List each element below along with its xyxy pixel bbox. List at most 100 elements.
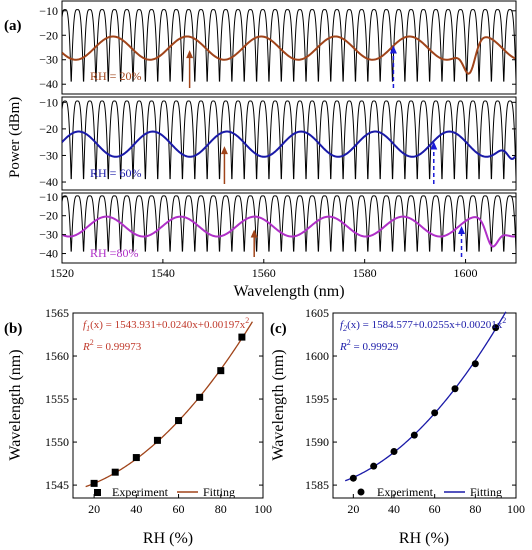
b-y-tick-label: 1555 — [45, 392, 69, 406]
x-tick-label: 1540 — [151, 266, 175, 280]
b-fit-equation: f1(x) = 1543.931+0.0240x+0.00197x2 — [83, 316, 249, 333]
panel-c: 20 40 60 80 100 1585 1590 1595 1600 1605 (c) Wave… — [270, 306, 525, 547]
b-legend: Experiment Fitting — [94, 485, 235, 499]
x-tick-label: 1600 — [454, 266, 478, 280]
solid-arrow-head-rh-1 — [186, 50, 194, 59]
y-tick-label: −10 — [39, 4, 58, 18]
c-y-axis-label: Wavelength (nm) — [270, 349, 287, 460]
b-experiment-point — [196, 393, 204, 401]
panel-a: RH = 20% −10 −20 −30 −40 RH = 60% −10 −20 −30 −40… — [4, 0, 517, 300]
dashed-arrow-head-rh-3 — [458, 226, 466, 234]
dashed-arrow-head-rh-1 — [389, 45, 397, 54]
b-x-tick-label: 20 — [88, 502, 100, 516]
dashed-arrow-head-rh-2 — [430, 141, 438, 150]
subplot-rh-2: RH = 60% −10 −20 −30 −40 — [39, 95, 516, 189]
x-tick-label: 1580 — [353, 266, 377, 280]
c-y-tick-label: 1585 — [305, 478, 329, 492]
a-y-axis-label: Power (dBm) — [7, 97, 23, 178]
b-experiment-point — [217, 367, 225, 375]
x-tick-label: 1520 — [50, 266, 74, 280]
b-y-tick-label: 1560 — [45, 349, 69, 363]
y-tick-label: −40 — [39, 247, 58, 261]
b-y-tick-label: 1565 — [45, 306, 69, 320]
b-x-axis-label: RH (%) — [143, 530, 193, 547]
b-experiment-point — [90, 479, 98, 487]
transmission-spectrum-rh-1 — [62, 9, 516, 82]
c-x-tick-label: 60 — [429, 502, 441, 516]
c-experiment-point — [451, 385, 459, 393]
y-tick-label: −40 — [39, 175, 58, 189]
b-y-tick-label: 1550 — [45, 435, 69, 449]
subplot-frame-rh60 — [61, 96, 517, 191]
b-x-tick-label: 80 — [215, 502, 227, 516]
solid-arrow-head-rh-3 — [250, 229, 258, 238]
b-plot-frame — [72, 312, 264, 499]
c-experiment-point — [492, 324, 500, 332]
envelope-curve-rh-3 — [62, 215, 516, 248]
c-legend-experiment: Experiment — [377, 485, 434, 499]
rh-label-3: RH =80% — [90, 246, 138, 260]
c-y-tick-label: 1595 — [305, 392, 329, 406]
b-y-axis-label: Wavelength (nm) — [7, 349, 24, 460]
subplot-rh-3: RH =80% −10 −20 −30 −40 — [39, 190, 516, 261]
x-tick-label: 1560 — [252, 266, 276, 280]
b-legend-fitting: Fitting — [203, 485, 235, 499]
b-experiment-point — [132, 454, 140, 462]
c-experiment-point — [349, 474, 357, 482]
y-tick-label: −20 — [39, 122, 58, 136]
b-legend-experiment: Experiment — [112, 485, 169, 499]
rh-label-2: RH = 60% — [90, 166, 141, 180]
y-tick-label: −10 — [39, 95, 58, 109]
c-x-tick-label: 100 — [507, 502, 525, 516]
c-experiment-point — [431, 409, 439, 417]
panel-label-c: (c) — [270, 321, 287, 337]
subplot-rh-1: RH = 20% −10 −20 −30 −40 — [39, 4, 516, 91]
subplot-plot-area — [62, 195, 516, 252]
y-tick-label: −30 — [39, 53, 58, 67]
b-experiment-point — [111, 468, 119, 476]
b-x-tick-label: 40 — [130, 502, 142, 516]
c-experiment-point — [370, 462, 378, 470]
c-legend-fitting: Fitting — [470, 485, 502, 499]
panel-b: 20 40 60 80 100 1545 1550 1555 1560 1565 (b) Wave… — [4, 306, 272, 547]
subplot-frame-rh80 — [61, 192, 517, 264]
c-x-tick-label: 80 — [469, 502, 481, 516]
solid-arrow-head-rh-2 — [220, 146, 228, 155]
transmission-spectrum-rh-3 — [62, 195, 516, 252]
y-tick-label: −20 — [39, 209, 58, 223]
b-experiment-point — [175, 417, 183, 425]
y-tick-label: −30 — [39, 228, 58, 242]
b-experiment-point — [153, 436, 161, 444]
a-x-axis-label: Wavelength (nm) — [233, 283, 344, 300]
c-x-tick-label: 40 — [388, 502, 400, 516]
c-y-tick-label: 1600 — [305, 349, 329, 363]
c-legend-experiment-marker — [357, 488, 365, 496]
c-fitting-line — [344, 311, 507, 482]
b-r-squared: R2 = 0.99973 — [82, 338, 142, 353]
b-x-tick-label: 100 — [254, 502, 272, 516]
c-fit-equation: f2(x) = 1584.577+0.0255x+0.00201x2 — [340, 316, 506, 333]
b-y-tick-label: 1545 — [45, 478, 69, 492]
subplot-plot-area — [62, 9, 516, 82]
transmission-spectrum-rh-2 — [62, 100, 516, 180]
c-experiment-point — [410, 431, 418, 439]
c-y-tick-label: 1590 — [305, 435, 329, 449]
y-tick-label: −10 — [39, 190, 58, 204]
envelope-curve-rh-1 — [62, 35, 516, 75]
c-y-tick-label: 1605 — [305, 306, 329, 320]
c-plot-frame — [332, 312, 517, 499]
panel-label-a: (a) — [4, 18, 22, 34]
y-tick-label: −30 — [39, 148, 58, 162]
c-r-squared: R2 = 0.99929 — [339, 338, 399, 353]
rh-label-1: RH = 20% — [90, 69, 141, 83]
c-x-tick-label: 20 — [347, 502, 359, 516]
subplot-frame-rh20 — [61, 0, 517, 95]
c-legend: Experiment Fitting — [357, 485, 502, 499]
y-tick-label: −40 — [39, 77, 58, 91]
c-experiment-point — [390, 448, 398, 456]
y-tick-label: −20 — [39, 28, 58, 42]
b-legend-experiment-marker — [94, 489, 101, 496]
c-x-axis-label: RH (%) — [399, 530, 449, 547]
envelope-curve-rh-2 — [62, 130, 516, 161]
